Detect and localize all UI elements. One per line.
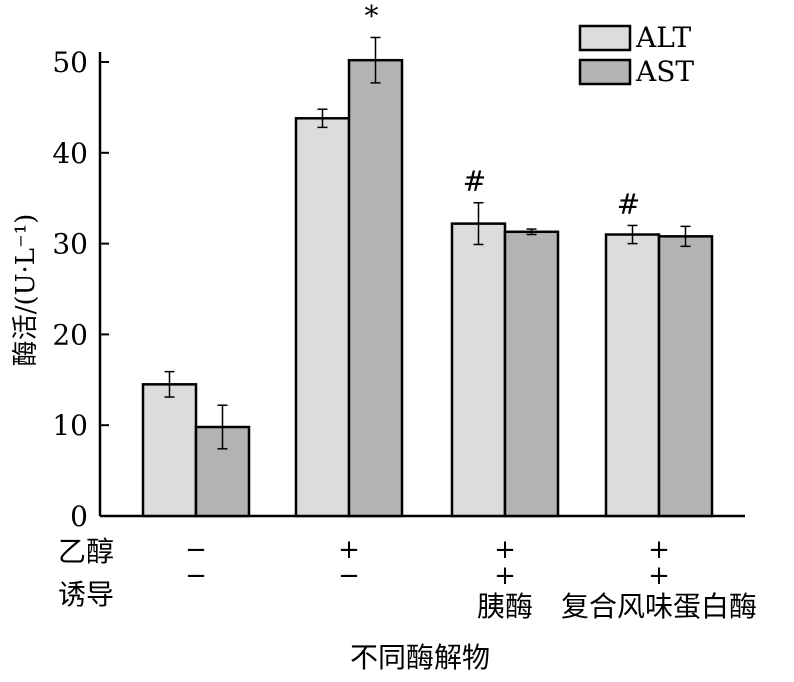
significance-mark: #	[463, 165, 486, 198]
y-tick-label: 0	[70, 500, 88, 533]
significance-marks: * # #	[365, 0, 641, 220]
ethanol-flag: +	[338, 535, 360, 565]
ethanol-flag: −	[185, 535, 207, 565]
bars	[141, 58, 714, 518]
ethanol-flag: +	[648, 535, 670, 565]
bar-alt	[604, 233, 661, 518]
bar-ast	[347, 58, 404, 518]
significance-mark: *	[365, 0, 379, 32]
induce-flag: +	[494, 561, 516, 591]
x-axis-title: 不同酶解物	[350, 641, 490, 674]
bar-alt	[141, 383, 198, 518]
y-tick-label: 40	[52, 137, 88, 170]
row-label-ethanol: 乙醇	[58, 535, 114, 568]
bar-alt	[450, 222, 507, 518]
row-label-induce: 诱导	[58, 578, 114, 611]
induce-flag: −	[185, 561, 207, 591]
y-tick-label: 50	[52, 46, 88, 79]
y-tick-label: 10	[52, 409, 88, 442]
category-label: 胰酶	[477, 590, 533, 623]
bar-ast	[657, 235, 714, 518]
ethanol-flag: +	[494, 535, 516, 565]
error-bars	[164, 36, 691, 450]
significance-mark: #	[617, 187, 640, 220]
legend-label-alt: ALT	[635, 21, 692, 54]
legend-swatch-ast	[578, 58, 632, 86]
induce-flag: +	[648, 561, 670, 591]
bar-alt	[294, 117, 351, 518]
induce-flag: −	[338, 561, 360, 591]
y-tick-label: 30	[52, 228, 88, 261]
legend-swatch-alt	[578, 24, 632, 52]
y-tick-label: 20	[52, 318, 88, 351]
legend-label-ast: AST	[635, 55, 694, 88]
bar-ast	[503, 230, 560, 518]
y-axis-title: 酶活/(U·L⁻¹)	[11, 214, 41, 367]
category-label: 复合风味蛋白酶	[561, 590, 757, 623]
bar-ast	[194, 425, 251, 518]
